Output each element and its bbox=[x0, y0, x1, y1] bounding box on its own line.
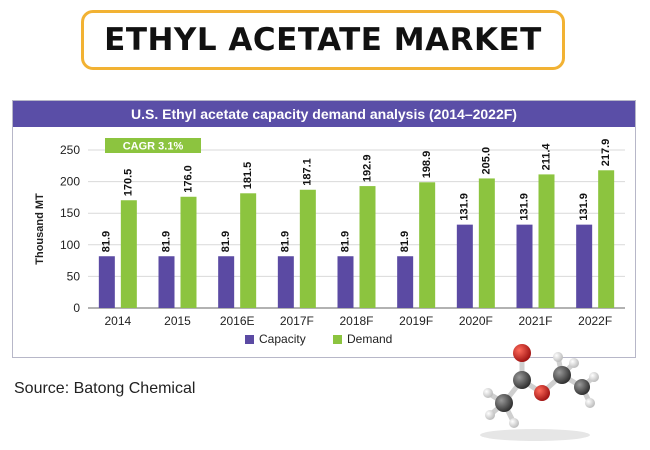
capacity-bar bbox=[456, 224, 473, 308]
page-title-box: ETHYL ACETATE MARKET bbox=[81, 10, 565, 70]
y-tick-label: 250 bbox=[60, 143, 80, 157]
ethyl-acetate-molecule-icon bbox=[480, 344, 599, 441]
capacity-bar bbox=[576, 224, 593, 308]
data-label: 81.9 bbox=[101, 231, 113, 252]
capacity-bar bbox=[98, 256, 115, 308]
capacity-bar bbox=[516, 224, 533, 308]
y-tick-label: 0 bbox=[73, 301, 80, 315]
x-tick-label: 2021F bbox=[518, 314, 552, 328]
cagr-annotation: CAGR 3.1% bbox=[123, 141, 184, 153]
data-label: 81.9 bbox=[280, 231, 292, 252]
page-title: ETHYL ACETATE MARKET bbox=[104, 22, 542, 58]
data-label: 81.9 bbox=[339, 231, 351, 252]
bar-chart: 0 50 100 150 200 250 Thousand MT 81.9 170.5 2014 8… bbox=[34, 138, 625, 346]
source-note: Source: Batong Chemical bbox=[14, 380, 196, 397]
legend-entry: Capacity bbox=[259, 332, 306, 346]
capacity-bar bbox=[397, 256, 414, 308]
x-tick-label: 2020F bbox=[459, 314, 493, 328]
data-label: 181.5 bbox=[242, 162, 254, 190]
x-tick-label: 2014 bbox=[104, 314, 131, 328]
data-label: 211.4 bbox=[540, 143, 552, 171]
chart-frame: U.S. Ethyl acetate capacity demand analy… bbox=[12, 100, 636, 358]
data-label: 192.9 bbox=[361, 155, 373, 183]
x-tick-label: 2022F bbox=[578, 314, 612, 328]
demand-bar bbox=[240, 193, 257, 308]
data-label: 198.9 bbox=[421, 151, 433, 179]
capacity-bar bbox=[337, 256, 354, 308]
y-tick-label: 100 bbox=[60, 238, 80, 252]
demand-bar bbox=[478, 178, 495, 308]
cagr-badge bbox=[105, 138, 201, 153]
data-label: 205.0 bbox=[481, 147, 493, 175]
data-label: 81.9 bbox=[399, 231, 411, 252]
demand-bar bbox=[419, 182, 436, 308]
data-label: 217.9 bbox=[600, 139, 612, 167]
x-tick-label: 2015 bbox=[164, 314, 191, 328]
legend-entry: Demand bbox=[347, 332, 392, 346]
x-tick-label: 2017F bbox=[280, 314, 314, 328]
data-label: 131.9 bbox=[578, 193, 590, 221]
capacity-bar bbox=[218, 256, 235, 308]
data-label: 176.0 bbox=[182, 165, 194, 193]
demand-bar bbox=[359, 186, 376, 308]
legend-swatch bbox=[333, 335, 342, 344]
y-tick-label: 50 bbox=[67, 269, 81, 283]
data-label: 187.1 bbox=[302, 158, 314, 186]
data-label: 170.5 bbox=[123, 169, 135, 197]
data-label: 81.9 bbox=[160, 231, 172, 252]
y-tick-label: 200 bbox=[60, 175, 80, 189]
demand-bar bbox=[120, 200, 137, 308]
x-tick-label: 2019F bbox=[399, 314, 433, 328]
data-label: 81.9 bbox=[220, 231, 232, 252]
y-tick-label: 150 bbox=[60, 206, 80, 220]
demand-bar bbox=[598, 170, 615, 308]
demand-bar bbox=[299, 189, 316, 308]
x-tick-label: 2018F bbox=[339, 314, 373, 328]
capacity-bar bbox=[277, 256, 294, 308]
demand-bar bbox=[180, 196, 197, 308]
chart-header: U.S. Ethyl acetate capacity demand analy… bbox=[13, 101, 635, 127]
legend-swatch bbox=[245, 335, 254, 344]
data-label: 131.9 bbox=[518, 193, 530, 221]
capacity-bar bbox=[158, 256, 175, 308]
x-tick-label: 2016E bbox=[220, 314, 255, 328]
y-axis-label: Thousand MT bbox=[34, 193, 46, 265]
chart-title: U.S. Ethyl acetate capacity demand analy… bbox=[131, 106, 517, 122]
data-label: 131.9 bbox=[459, 193, 471, 221]
demand-bar bbox=[538, 174, 555, 308]
